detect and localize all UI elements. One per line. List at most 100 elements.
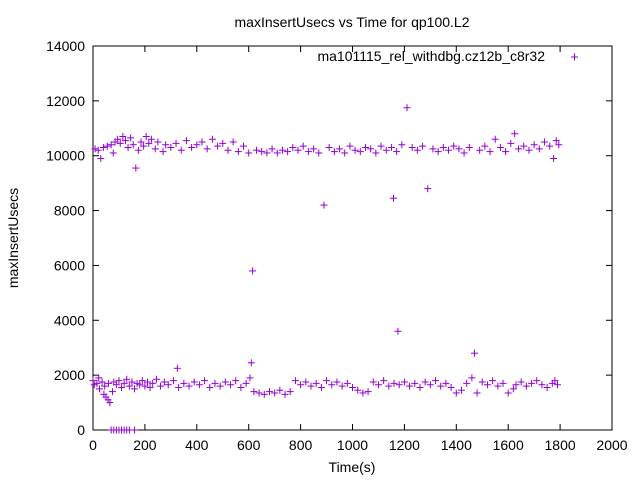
data-point: [246, 374, 254, 382]
data-point: [372, 149, 380, 157]
data-point: [359, 389, 367, 397]
x-tick-label: 1000: [337, 437, 368, 453]
data-point: [411, 379, 419, 387]
data-point: [445, 146, 453, 154]
data-point: [546, 142, 554, 150]
data-point: [278, 146, 286, 154]
data-point: [486, 148, 494, 156]
data-point: [258, 148, 266, 156]
data-point: [302, 378, 310, 386]
data-point: [530, 141, 538, 149]
data-point: [349, 383, 356, 391]
data-point: [249, 267, 257, 275]
data-point: [203, 145, 211, 153]
x-axis-label: Time(s): [329, 459, 376, 475]
data-point: [315, 149, 323, 157]
data-point: [552, 137, 560, 145]
data-point: [221, 378, 229, 386]
legend-label: ma101115_rel_withdbg.cz12b_c8r32: [317, 48, 545, 64]
data-point: [328, 381, 336, 389]
data-point: [234, 148, 242, 156]
data-point: [294, 146, 302, 154]
x-tick-label: 800: [289, 437, 313, 453]
data-point: [541, 138, 549, 146]
data-point: [426, 381, 434, 389]
plot-frame: [92, 45, 613, 431]
data-point: [400, 378, 408, 386]
data-point: [403, 104, 411, 112]
data-point: [307, 382, 315, 390]
data-point: [336, 145, 344, 153]
data-point: [115, 377, 123, 385]
data-point: [555, 141, 563, 149]
data-point: [424, 185, 432, 193]
data-point: [457, 386, 465, 394]
data-point: [447, 383, 455, 391]
data-point: [390, 379, 398, 387]
data-point: [533, 377, 541, 385]
data-point: [517, 378, 525, 386]
data-point: [317, 383, 325, 391]
data-point: [185, 382, 193, 390]
x-tick-label: 1200: [389, 437, 420, 453]
data-point: [504, 389, 512, 397]
data-point: [237, 383, 245, 391]
data-point: [491, 135, 499, 143]
data-point: [535, 145, 543, 153]
data-point: [437, 382, 445, 390]
data-point: [450, 142, 458, 150]
data-point: [393, 148, 401, 156]
data-point: [473, 389, 481, 397]
data-point: [172, 139, 180, 147]
data-point: [432, 377, 440, 385]
data-point: [260, 390, 268, 398]
data-point: [245, 149, 253, 157]
data-point: [138, 377, 146, 385]
data-point: [394, 327, 402, 335]
y-tick-label: 14000: [46, 38, 85, 54]
data-point: [208, 135, 216, 143]
data-point: [543, 383, 551, 391]
data-point: [429, 145, 437, 153]
data-point: [147, 135, 155, 143]
data-point: [93, 379, 101, 387]
data-point: [229, 138, 237, 146]
data-point: [156, 382, 164, 390]
data-point: [406, 382, 414, 390]
data-point: [145, 139, 153, 147]
data-point: [127, 134, 135, 142]
x-tick-label: 1600: [493, 437, 524, 453]
data-point: [214, 142, 222, 150]
data-point: [180, 379, 188, 387]
data-point: [338, 382, 346, 390]
data-point: [511, 130, 519, 138]
data-point: [151, 145, 159, 153]
data-point: [463, 379, 471, 387]
data-point: [507, 139, 515, 147]
data-point: [242, 379, 250, 387]
data-point: [297, 381, 305, 389]
data-point: [312, 379, 320, 387]
data-point: [502, 148, 510, 156]
data-point: [325, 143, 333, 151]
data-point: [439, 143, 447, 151]
data-point: [528, 379, 536, 387]
y-tick-label: 12000: [46, 93, 85, 109]
data-point: [515, 145, 523, 153]
x-tick-label: 200: [133, 437, 157, 453]
data-points: [89, 104, 563, 434]
data-point: [525, 146, 533, 154]
data-point: [188, 143, 196, 151]
data-point: [387, 143, 395, 151]
data-point: [520, 142, 528, 150]
data-point: [109, 149, 117, 157]
data-point: [291, 377, 299, 385]
data-point: [173, 364, 181, 372]
x-tick-label: 1400: [441, 437, 472, 453]
x-tick-label: 400: [185, 437, 209, 453]
data-point: [356, 148, 364, 156]
data-point: [252, 146, 260, 154]
data-point: [167, 143, 175, 151]
data-point: [132, 164, 140, 172]
data-point: [116, 139, 124, 147]
